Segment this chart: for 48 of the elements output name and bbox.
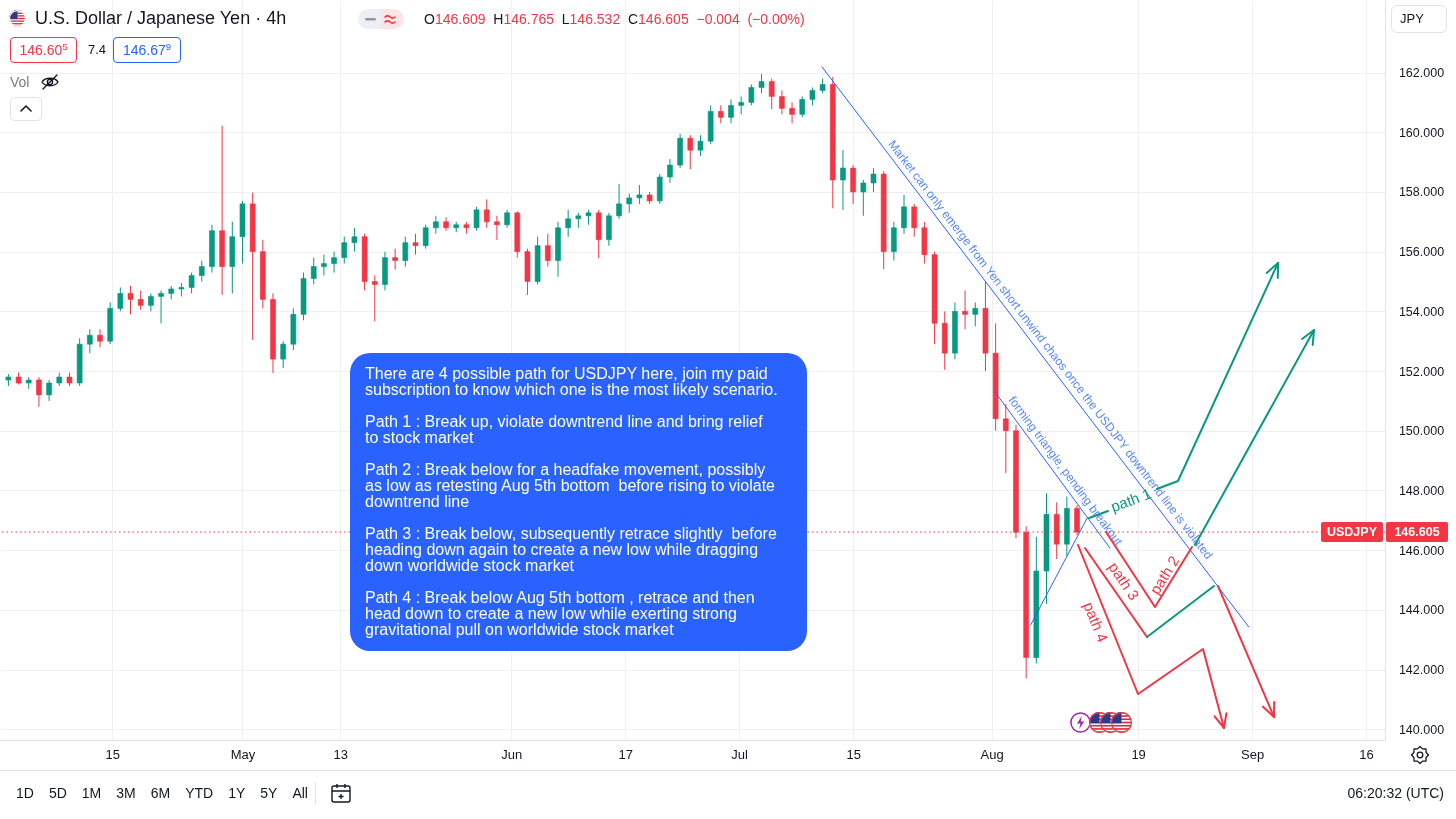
- x-tick-label: Aug: [980, 746, 1004, 762]
- x-tick-label: 19: [1131, 746, 1146, 762]
- chart-title: U.S. Dollar / Japanese Yen · 4h: [35, 7, 287, 29]
- ref-line-label: USDJPY: [1320, 522, 1383, 543]
- x-tick-label: 16: [1359, 746, 1374, 762]
- annotation: 146.60$^{5}$: [10, 37, 77, 63]
- y-tick-label: 148.000: [1398, 483, 1445, 498]
- x-tick-label: Sep: [1241, 746, 1265, 762]
- text: All: [292, 784, 308, 802]
- x-tick-label: 15: [846, 746, 861, 762]
- annotation: Path 3 : Break below, subsequently retrace slightly before heading down again to create a new low while dragging down worldwide stock market: [365, 525, 778, 574]
- x-tick-label: Jul: [731, 746, 749, 762]
- y-tick-label: 158.000: [1398, 185, 1445, 200]
- text: YTD: [185, 784, 214, 802]
- text: 1D: [16, 784, 34, 802]
- x-tick-label: 13: [333, 746, 348, 762]
- y-tick-label: 144.000: [1398, 603, 1445, 618]
- y-tick-label: 150.000: [1398, 424, 1445, 439]
- text: 1M: [81, 784, 102, 802]
- text: 06:20:32 (UTC): [1347, 784, 1444, 802]
- x-tick-label: 17: [618, 746, 633, 762]
- y-tick-label: 154.000: [1398, 304, 1445, 319]
- text: 3M: [116, 784, 136, 802]
- text: JPY: [1391, 5, 1447, 33]
- annotation: path 4: [1080, 599, 1112, 645]
- x-tick-label: May: [230, 746, 256, 762]
- annotation: Path 1 : Break up, violate downtrend line and bring relief to stock market: [365, 413, 764, 446]
- annotation: 146.67$^{9}$: [113, 37, 181, 63]
- annotation: Vol: [10, 74, 30, 91]
- text: 1Y: [228, 784, 246, 802]
- x-tick-label: 15: [105, 746, 120, 762]
- y-tick-label: 152.000: [1398, 364, 1445, 379]
- text: 146.605: [1386, 522, 1448, 543]
- text: 6M: [150, 784, 171, 802]
- y-tick-label: 162.000: [1398, 66, 1445, 81]
- y-tick-label: 156.000: [1398, 245, 1445, 260]
- annotation: There are 4 possible path for USDJPY here, join my paid subscription to know which one is the most likely scenario.: [365, 365, 779, 398]
- text: 5D: [48, 784, 67, 802]
- y-tick-label: 160.000: [1398, 125, 1445, 140]
- annotation: Path 4 : Break below Aug 5th bottom , retrace and then head down to create a new low while exerting strong gravitational pull on worldwide stock market: [365, 589, 756, 638]
- annotation: Path 2 : Break below for a headfake movement, possibly as low as retesting Aug 5th bottom before rising to violate downtrend line: [365, 461, 776, 510]
- annotation: 7.4: [88, 42, 107, 58]
- y-tick-label: 140.000: [1398, 722, 1445, 737]
- y-tick-label: 146.000: [1398, 543, 1445, 558]
- y-tick-label: 142.000: [1398, 663, 1445, 678]
- text: 5Y: [260, 784, 278, 802]
- annotation: O146.609 H146.765 L146.532 C146.605 −0.004 (−0.00%): [424, 11, 805, 27]
- x-tick-label: Jun: [501, 746, 523, 762]
